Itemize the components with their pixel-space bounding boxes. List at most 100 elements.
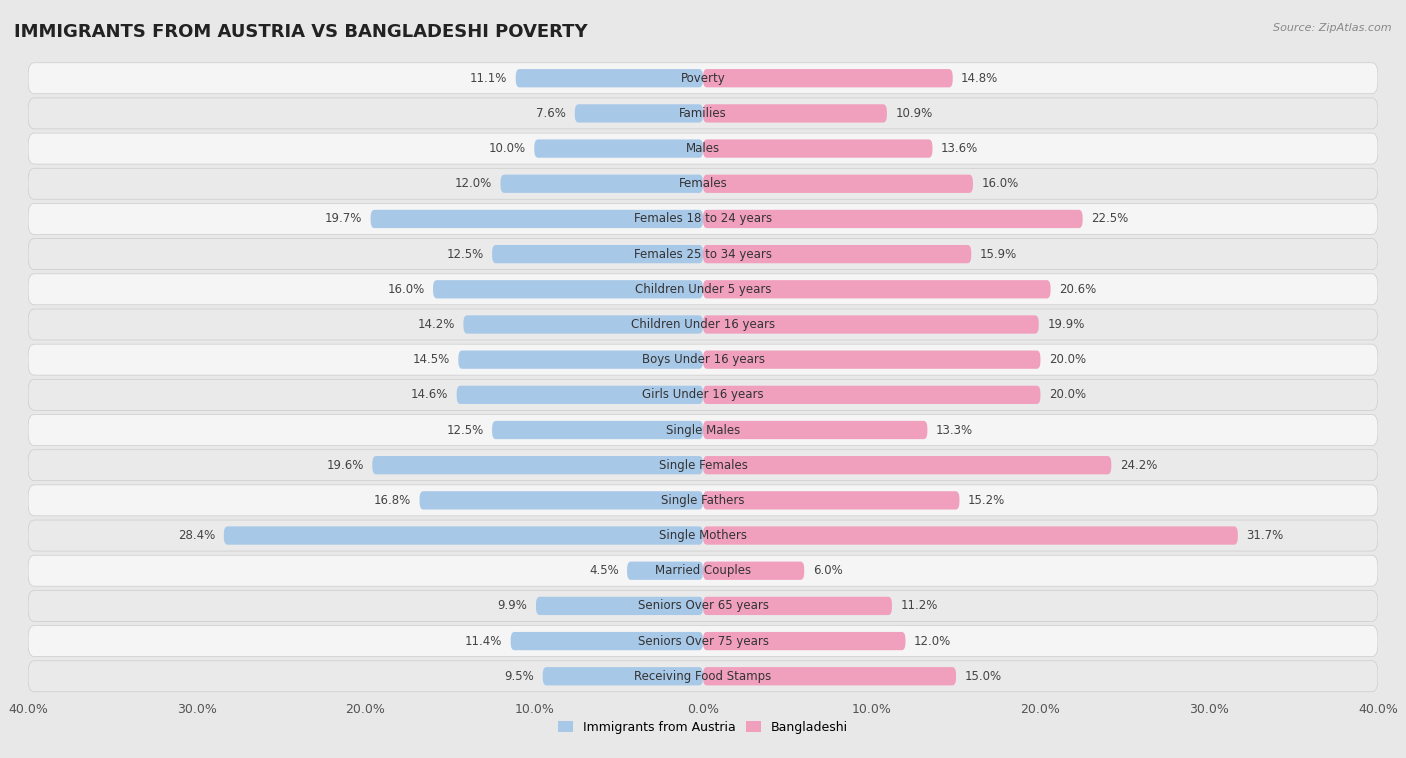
FancyBboxPatch shape bbox=[703, 69, 953, 87]
FancyBboxPatch shape bbox=[703, 526, 1237, 545]
Text: 10.9%: 10.9% bbox=[896, 107, 932, 120]
FancyBboxPatch shape bbox=[28, 556, 1378, 586]
FancyBboxPatch shape bbox=[703, 562, 804, 580]
FancyBboxPatch shape bbox=[703, 280, 1050, 299]
Text: 13.3%: 13.3% bbox=[936, 424, 973, 437]
Text: 15.2%: 15.2% bbox=[967, 494, 1005, 507]
Text: Girls Under 16 years: Girls Under 16 years bbox=[643, 388, 763, 401]
Text: IMMIGRANTS FROM AUSTRIA VS BANGLADESHI POVERTY: IMMIGRANTS FROM AUSTRIA VS BANGLADESHI P… bbox=[14, 23, 588, 41]
Text: 11.2%: 11.2% bbox=[900, 600, 938, 612]
Text: Single Fathers: Single Fathers bbox=[661, 494, 745, 507]
Text: 15.9%: 15.9% bbox=[980, 248, 1017, 261]
Text: 20.6%: 20.6% bbox=[1059, 283, 1097, 296]
FancyBboxPatch shape bbox=[28, 168, 1378, 199]
FancyBboxPatch shape bbox=[703, 597, 891, 615]
Text: Males: Males bbox=[686, 142, 720, 155]
FancyBboxPatch shape bbox=[373, 456, 703, 475]
FancyBboxPatch shape bbox=[28, 661, 1378, 692]
FancyBboxPatch shape bbox=[28, 520, 1378, 551]
Text: 22.5%: 22.5% bbox=[1091, 212, 1128, 225]
Text: 10.0%: 10.0% bbox=[489, 142, 526, 155]
Text: Poverty: Poverty bbox=[681, 72, 725, 85]
FancyBboxPatch shape bbox=[28, 203, 1378, 234]
Legend: Immigrants from Austria, Bangladeshi: Immigrants from Austria, Bangladeshi bbox=[553, 716, 853, 739]
FancyBboxPatch shape bbox=[28, 63, 1378, 94]
Text: Females: Females bbox=[679, 177, 727, 190]
Text: 31.7%: 31.7% bbox=[1246, 529, 1284, 542]
Text: Seniors Over 75 years: Seniors Over 75 years bbox=[637, 634, 769, 647]
FancyBboxPatch shape bbox=[492, 245, 703, 263]
Text: 14.6%: 14.6% bbox=[411, 388, 449, 401]
FancyBboxPatch shape bbox=[371, 210, 703, 228]
FancyBboxPatch shape bbox=[224, 526, 703, 545]
FancyBboxPatch shape bbox=[703, 456, 1111, 475]
Text: 9.5%: 9.5% bbox=[505, 670, 534, 683]
Text: Married Couples: Married Couples bbox=[655, 564, 751, 578]
FancyBboxPatch shape bbox=[28, 379, 1378, 410]
FancyBboxPatch shape bbox=[543, 667, 703, 685]
Text: 11.4%: 11.4% bbox=[465, 634, 502, 647]
FancyBboxPatch shape bbox=[501, 174, 703, 193]
Text: 11.1%: 11.1% bbox=[470, 72, 508, 85]
FancyBboxPatch shape bbox=[703, 667, 956, 685]
Text: Source: ZipAtlas.com: Source: ZipAtlas.com bbox=[1274, 23, 1392, 33]
FancyBboxPatch shape bbox=[627, 562, 703, 580]
Text: Families: Families bbox=[679, 107, 727, 120]
FancyBboxPatch shape bbox=[28, 98, 1378, 129]
Text: 19.6%: 19.6% bbox=[326, 459, 364, 471]
Text: 13.6%: 13.6% bbox=[941, 142, 979, 155]
Text: 14.5%: 14.5% bbox=[413, 353, 450, 366]
FancyBboxPatch shape bbox=[433, 280, 703, 299]
Text: Receiving Food Stamps: Receiving Food Stamps bbox=[634, 670, 772, 683]
Text: 19.7%: 19.7% bbox=[325, 212, 363, 225]
FancyBboxPatch shape bbox=[703, 632, 905, 650]
Text: Seniors Over 65 years: Seniors Over 65 years bbox=[637, 600, 769, 612]
FancyBboxPatch shape bbox=[28, 133, 1378, 164]
FancyBboxPatch shape bbox=[703, 491, 959, 509]
FancyBboxPatch shape bbox=[703, 245, 972, 263]
Text: Single Mothers: Single Mothers bbox=[659, 529, 747, 542]
FancyBboxPatch shape bbox=[28, 449, 1378, 481]
FancyBboxPatch shape bbox=[703, 174, 973, 193]
Text: Boys Under 16 years: Boys Under 16 years bbox=[641, 353, 765, 366]
FancyBboxPatch shape bbox=[464, 315, 703, 334]
Text: 20.0%: 20.0% bbox=[1049, 388, 1085, 401]
FancyBboxPatch shape bbox=[703, 386, 1040, 404]
FancyBboxPatch shape bbox=[534, 139, 703, 158]
Text: 15.0%: 15.0% bbox=[965, 670, 1001, 683]
FancyBboxPatch shape bbox=[703, 105, 887, 123]
FancyBboxPatch shape bbox=[510, 632, 703, 650]
Text: 24.2%: 24.2% bbox=[1119, 459, 1157, 471]
Text: 16.0%: 16.0% bbox=[388, 283, 425, 296]
FancyBboxPatch shape bbox=[516, 69, 703, 87]
Text: 6.0%: 6.0% bbox=[813, 564, 842, 578]
Text: 14.8%: 14.8% bbox=[962, 72, 998, 85]
Text: 16.8%: 16.8% bbox=[374, 494, 411, 507]
Text: 19.9%: 19.9% bbox=[1047, 318, 1084, 331]
FancyBboxPatch shape bbox=[492, 421, 703, 439]
FancyBboxPatch shape bbox=[457, 386, 703, 404]
FancyBboxPatch shape bbox=[458, 350, 703, 369]
Text: 4.5%: 4.5% bbox=[589, 564, 619, 578]
Text: 12.5%: 12.5% bbox=[447, 248, 484, 261]
FancyBboxPatch shape bbox=[28, 625, 1378, 656]
FancyBboxPatch shape bbox=[28, 485, 1378, 516]
FancyBboxPatch shape bbox=[28, 239, 1378, 270]
Text: 12.0%: 12.0% bbox=[456, 177, 492, 190]
FancyBboxPatch shape bbox=[28, 344, 1378, 375]
FancyBboxPatch shape bbox=[703, 315, 1039, 334]
FancyBboxPatch shape bbox=[419, 491, 703, 509]
FancyBboxPatch shape bbox=[703, 210, 1083, 228]
FancyBboxPatch shape bbox=[28, 415, 1378, 446]
FancyBboxPatch shape bbox=[703, 421, 928, 439]
Text: Children Under 5 years: Children Under 5 years bbox=[634, 283, 772, 296]
Text: Females 18 to 24 years: Females 18 to 24 years bbox=[634, 212, 772, 225]
Text: Females 25 to 34 years: Females 25 to 34 years bbox=[634, 248, 772, 261]
Text: 20.0%: 20.0% bbox=[1049, 353, 1085, 366]
Text: 14.2%: 14.2% bbox=[418, 318, 456, 331]
Text: 16.0%: 16.0% bbox=[981, 177, 1018, 190]
Text: Children Under 16 years: Children Under 16 years bbox=[631, 318, 775, 331]
Text: 12.5%: 12.5% bbox=[447, 424, 484, 437]
FancyBboxPatch shape bbox=[703, 139, 932, 158]
Text: 7.6%: 7.6% bbox=[537, 107, 567, 120]
